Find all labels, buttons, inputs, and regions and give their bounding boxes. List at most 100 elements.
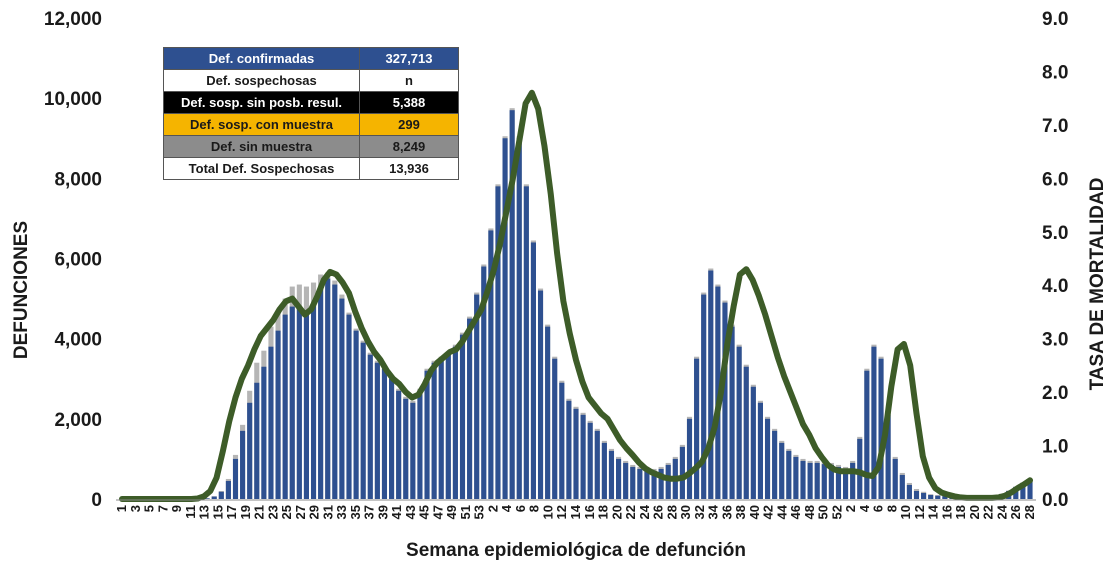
x-tick-label: 39 xyxy=(375,505,390,519)
confirmed-bar xyxy=(658,468,664,499)
confirmed-bar xyxy=(750,386,756,499)
summary-label: Def. sosp. sin posb. resul. xyxy=(163,91,360,114)
x-tick-label: 31 xyxy=(320,505,335,519)
confirmed-bar xyxy=(296,308,302,499)
y2-tick-label: 9.0 xyxy=(1042,9,1068,30)
summary-label: Def. sospechosas xyxy=(163,69,360,92)
confirmed-bar xyxy=(942,496,948,499)
confirmed-bar xyxy=(921,492,927,499)
confirmed-bar xyxy=(764,418,771,499)
summary-row: Def. confirmadas 327,713 xyxy=(163,47,459,70)
confirmed-bar xyxy=(857,438,863,499)
confirmed-bar xyxy=(247,402,253,499)
confirmed-bar xyxy=(793,456,799,499)
y-tick-label: 12,000 xyxy=(44,9,102,30)
summary-row: Def. sosp. con muestra 299 xyxy=(163,113,459,136)
x-tick-label: 17 xyxy=(224,505,239,519)
x-tick-label: 37 xyxy=(362,505,377,519)
y-tick-label: 0 xyxy=(91,490,102,511)
confirmed-bar xyxy=(651,470,657,499)
summary-label: Def. confirmadas xyxy=(163,47,360,70)
confirmed-bar xyxy=(757,402,763,499)
confirmed-bar xyxy=(1020,482,1026,499)
confirmed-bar xyxy=(573,408,579,499)
summary-row: Def. sospechosas n xyxy=(163,69,459,92)
x-tick-label: 18 xyxy=(596,505,611,519)
y2-tick-label: 6.0 xyxy=(1042,169,1068,190)
x-tick-label: 4 xyxy=(857,504,872,512)
x-tick-label: 15 xyxy=(210,505,225,519)
confirmed-bar xyxy=(289,306,295,499)
x-tick-label: 51 xyxy=(458,505,473,519)
x-tick-label: 28 xyxy=(664,505,679,519)
x-tick-label: 19 xyxy=(238,505,253,519)
x-tick-label: 50 xyxy=(816,505,831,519)
summary-value: 327,713 xyxy=(359,47,459,70)
x-tick-label: 2 xyxy=(843,505,858,512)
x-tick-label: 25 xyxy=(279,505,294,519)
x-tick-label: 21 xyxy=(252,505,267,519)
confirmed-bar xyxy=(495,186,501,499)
x-tick-label: 6 xyxy=(871,505,886,512)
confirmed-bar xyxy=(701,294,707,499)
x-tick-label: 26 xyxy=(1008,505,1023,519)
x-tick-label: 24 xyxy=(995,504,1010,519)
x-tick-label: 44 xyxy=(774,504,789,519)
confirmed-bar xyxy=(389,378,395,499)
confirmed-bar xyxy=(282,314,288,499)
y-tick-label: 6,000 xyxy=(54,250,102,271)
confirmed-bar xyxy=(587,422,593,499)
x-tick-label: 6 xyxy=(513,505,528,512)
x-tick-label: 22 xyxy=(981,505,996,519)
x-tick-label: 12 xyxy=(554,505,569,519)
x-tick-label: 49 xyxy=(444,505,459,519)
confirmed-bar xyxy=(786,450,792,499)
confirmed-bar xyxy=(275,330,281,499)
x-tick-label: 47 xyxy=(430,505,445,519)
x-tick-label: 32 xyxy=(692,505,707,519)
x-tick-label: 26 xyxy=(651,505,666,519)
confirmed-bar xyxy=(218,491,224,499)
summary-row: Def. sosp. sin posb. resul. 5,388 xyxy=(163,91,459,114)
x-tick-label: 18 xyxy=(953,505,968,519)
x-tick-label: 22 xyxy=(623,505,638,519)
y2-tick-label: 8.0 xyxy=(1042,62,1068,83)
mortality-rate-line xyxy=(119,89,1033,502)
x-tick-label: 43 xyxy=(403,505,418,519)
confirmed-bar xyxy=(424,370,430,499)
summary-value: 299 xyxy=(359,113,459,136)
x-tick-label: 30 xyxy=(678,505,693,519)
confirmed-bar xyxy=(743,366,749,499)
y2-tick-label: 0.0 xyxy=(1042,490,1068,511)
confirmed-bar xyxy=(445,354,451,499)
x-tick-label: 4 xyxy=(499,504,514,512)
confirmed-bar xyxy=(240,430,246,499)
confirmed-bar xyxy=(552,358,558,499)
confirmed-bar xyxy=(502,138,508,499)
confirmed-bar xyxy=(367,354,373,499)
x-tick-label: 11 xyxy=(183,505,198,519)
x-tick-label: 3 xyxy=(128,505,143,512)
confirmed-bar xyxy=(360,342,366,499)
confirmed-bar xyxy=(431,362,437,499)
x-tick-label: 34 xyxy=(706,504,721,519)
confirmed-bar xyxy=(459,334,466,499)
x-tick-label: 35 xyxy=(348,505,363,519)
confirmed-bar xyxy=(928,494,934,499)
y-tick-label: 10,000 xyxy=(44,89,102,110)
y2-tick-label: 3.0 xyxy=(1042,330,1068,351)
x-tick-label: 9 xyxy=(169,505,184,512)
confirmed-bar xyxy=(722,302,728,499)
confirmed-bar xyxy=(594,430,600,499)
x-axis-title: Semana epidemiológica de defunción xyxy=(406,540,746,561)
confirmed-bar xyxy=(736,346,742,499)
x-tick-label: 23 xyxy=(265,505,280,519)
summary-value: n xyxy=(359,69,459,92)
confirmed-bar xyxy=(892,458,898,499)
x-tick-label: 29 xyxy=(307,505,322,519)
x-tick-label: 20 xyxy=(609,505,624,519)
confirmed-bar xyxy=(339,298,345,499)
y2-tick-label: 5.0 xyxy=(1042,223,1068,244)
x-tick-label: 45 xyxy=(417,505,432,519)
confirmed-bar xyxy=(601,442,607,499)
